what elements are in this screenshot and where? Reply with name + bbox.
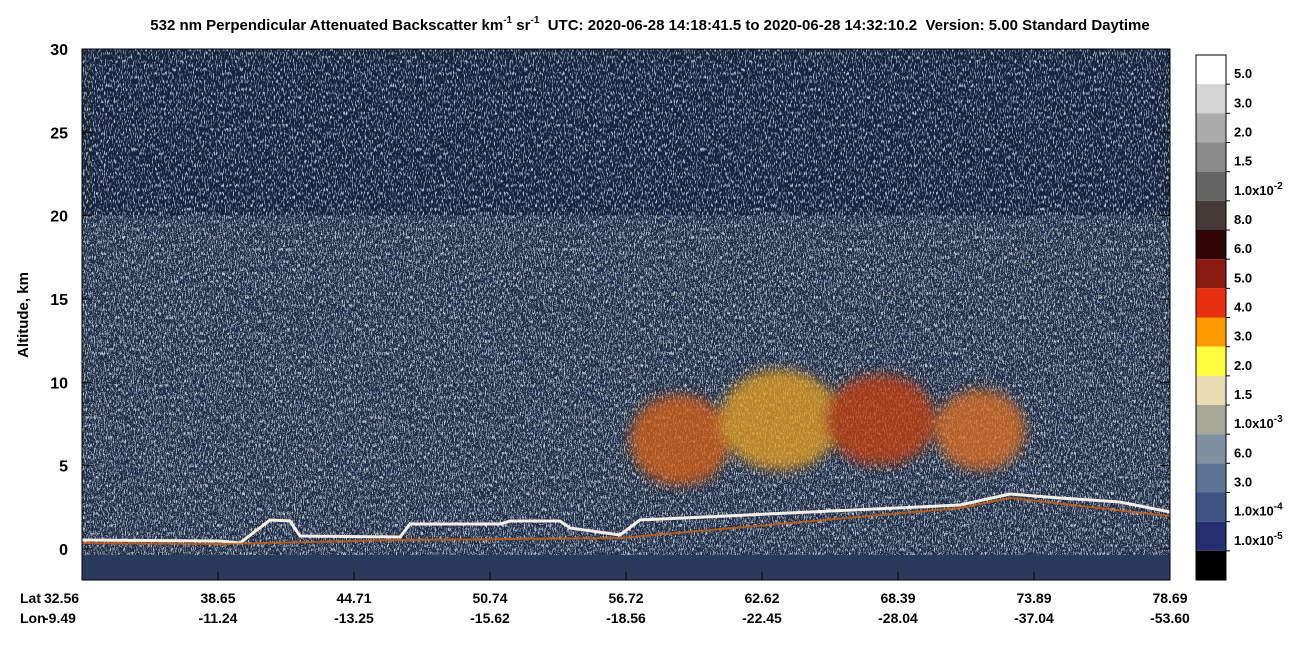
colorbar-swatch bbox=[1196, 346, 1226, 376]
colorbar-swatch bbox=[1196, 317, 1226, 347]
lon-label: -28.04 bbox=[878, 610, 918, 626]
colorbar-label: 1.0x10-2 bbox=[1234, 181, 1283, 198]
title-superscript: -1 bbox=[503, 15, 512, 26]
colorbar-swatch bbox=[1196, 259, 1226, 289]
x-row-label: Lat bbox=[20, 590, 41, 606]
colorbar-label: 5.0 bbox=[1234, 270, 1252, 285]
colorbar-swatch bbox=[1196, 375, 1226, 405]
lat-label: 50.74 bbox=[472, 590, 507, 606]
lat-label: 73.89 bbox=[1016, 590, 1051, 606]
colorbar-label: 1.5 bbox=[1234, 387, 1252, 402]
colorbar-swatch bbox=[1196, 492, 1226, 522]
lat-label: 78.69 bbox=[1152, 590, 1187, 606]
y-tick-label: 10 bbox=[50, 375, 68, 392]
lat-label: 44.71 bbox=[336, 590, 371, 606]
y-axis-label: Altitude, km bbox=[15, 272, 32, 358]
colorbar-swatch bbox=[1196, 200, 1226, 230]
colorbar-swatch bbox=[1196, 463, 1226, 493]
colorbar-label-text: 3.0 bbox=[1234, 475, 1252, 490]
lat-label: 62.62 bbox=[744, 590, 779, 606]
curtain-image bbox=[81, 49, 1171, 580]
y-tick-label: 25 bbox=[50, 125, 68, 142]
colorbar-label: 1.5 bbox=[1234, 154, 1252, 169]
colorbar-label: 2.0 bbox=[1234, 125, 1252, 140]
colorbar-label-text: 2.0 bbox=[1234, 358, 1252, 373]
title-superscript: -1 bbox=[530, 15, 539, 26]
lat-label: 32.56 bbox=[44, 590, 79, 606]
chart-title: 532 nm Perpendicular Attenuated Backscat… bbox=[150, 15, 1149, 34]
colorbar-label-text: 6.0 bbox=[1234, 241, 1252, 256]
colorbar-swatch bbox=[1196, 434, 1226, 464]
lon-label: -13.25 bbox=[334, 610, 374, 626]
lon-label: -15.62 bbox=[470, 610, 510, 626]
colorbar-label: 1.0x10-5 bbox=[1234, 531, 1283, 548]
colorbar-swatch bbox=[1196, 521, 1226, 551]
colorbar-label: 4.0 bbox=[1234, 300, 1252, 315]
y-tick-label: 15 bbox=[50, 292, 68, 309]
colorbar-label: 3.0 bbox=[1234, 95, 1252, 110]
lon-label: -18.56 bbox=[606, 610, 646, 626]
colorbar-label-text: 3.0 bbox=[1234, 329, 1252, 344]
colorbar-label-exponent: -3 bbox=[1274, 414, 1283, 425]
title-part: UTC: 2020-06-28 14:18:41.5 to 2020-06-28… bbox=[539, 17, 1149, 34]
colorbar-label: 1.0x10-3 bbox=[1234, 414, 1283, 431]
colorbar-label-exponent: -5 bbox=[1274, 531, 1283, 542]
colorbar-label: 3.0 bbox=[1234, 475, 1252, 490]
colorbar-swatch bbox=[1196, 113, 1226, 143]
colorbar-label: 5.0 bbox=[1234, 66, 1252, 81]
colorbar-label-text: 1.0x10 bbox=[1234, 416, 1274, 431]
colorbar-swatch bbox=[1196, 84, 1226, 114]
colorbar-label-text: 1.5 bbox=[1234, 387, 1252, 402]
lat-label: 38.65 bbox=[200, 590, 235, 606]
title-part: sr bbox=[512, 17, 531, 34]
lon-label: -53.60 bbox=[1150, 610, 1190, 626]
y-tick-label: 5 bbox=[59, 459, 68, 476]
colorbar-swatch bbox=[1196, 171, 1226, 201]
colorbar-label-text: 8.0 bbox=[1234, 212, 1252, 227]
colorbar-label-text: 3.0 bbox=[1234, 95, 1252, 110]
colorbar-label-text: 2.0 bbox=[1234, 125, 1252, 140]
colorbar-label: 2.0 bbox=[1234, 358, 1252, 373]
lon-label: -37.04 bbox=[1014, 610, 1054, 626]
lat-label: 56.72 bbox=[608, 590, 643, 606]
x-row-label: Lon bbox=[20, 610, 46, 626]
lon-label: -22.45 bbox=[742, 610, 782, 626]
colorbar-label-text: 4.0 bbox=[1234, 300, 1252, 315]
colorbar-swatch bbox=[1196, 55, 1226, 85]
colorbar-label: 8.0 bbox=[1234, 212, 1252, 227]
colorbar-label: 6.0 bbox=[1234, 445, 1252, 460]
colorbar-swatch bbox=[1196, 230, 1226, 260]
colorbar-label: 6.0 bbox=[1234, 241, 1252, 256]
y-tick-label: 0 bbox=[59, 542, 68, 559]
colorbar-swatch bbox=[1196, 142, 1226, 172]
colorbar-label: 3.0 bbox=[1234, 329, 1252, 344]
lon-label: -9.49 bbox=[44, 610, 76, 626]
colorbar-label-text: 6.0 bbox=[1234, 445, 1252, 460]
colorbar-label-exponent: -4 bbox=[1274, 502, 1283, 513]
colorbar-label: 1.0x10-4 bbox=[1234, 502, 1283, 519]
colorbar-label-text: 5.0 bbox=[1234, 270, 1252, 285]
colorbar-swatch bbox=[1196, 288, 1226, 318]
colorbar-label-text: 1.0x10 bbox=[1234, 504, 1274, 519]
lon-label: -11.24 bbox=[199, 610, 238, 626]
title-part: 532 nm Perpendicular Attenuated Backscat… bbox=[150, 17, 503, 34]
y-tick-label: 30 bbox=[50, 42, 68, 59]
colorbar-swatch bbox=[1196, 550, 1226, 580]
colorbar-label-text: 1.0x10 bbox=[1234, 183, 1274, 198]
colorbar-label-text: 5.0 bbox=[1234, 66, 1252, 81]
colorbar-label-text: 1.5 bbox=[1234, 154, 1252, 169]
lat-label: 68.39 bbox=[880, 590, 915, 606]
y-tick-label: 20 bbox=[50, 209, 68, 226]
colorbar-label-exponent: -2 bbox=[1274, 181, 1283, 192]
colorbar-label-text: 1.0x10 bbox=[1234, 533, 1274, 548]
colorbar-swatch bbox=[1196, 405, 1226, 435]
